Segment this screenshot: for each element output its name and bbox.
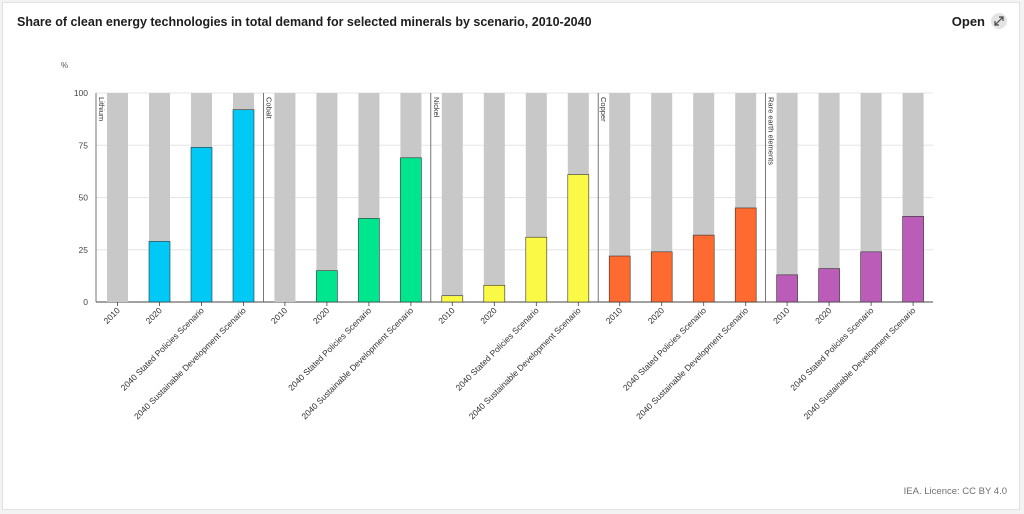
x-tick-label: 2040 Stated Policies Scenario (453, 305, 540, 392)
bar-remainder[interactable] (274, 93, 296, 302)
x-tick-label: 2020 (813, 305, 834, 326)
bar-remainder[interactable] (735, 93, 757, 208)
bar-copper[interactable] (692, 234, 715, 303)
bar-remainder[interactable] (483, 93, 505, 286)
bar-cobalt[interactable] (316, 270, 338, 303)
bar-remainder[interactable] (651, 93, 673, 252)
bar-copper[interactable] (650, 251, 673, 303)
bar-cobalt[interactable] (400, 157, 422, 303)
bar-remainder[interactable] (316, 93, 338, 271)
bar-remainder[interactable] (441, 93, 463, 296)
x-tick-label: 2020 (311, 305, 332, 326)
bar-copper[interactable] (734, 207, 757, 303)
group-label: Nickel (432, 97, 441, 118)
x-tick-label: 2020 (478, 305, 499, 326)
bar-copper[interactable] (608, 255, 631, 303)
expand-arrows-icon (991, 13, 1007, 29)
group-label: Lithium (97, 97, 106, 121)
group-label: Rare earth elements (767, 97, 776, 165)
x-tick-label: 2040 Stated Policies Scenario (788, 305, 875, 392)
bar-remainder[interactable] (818, 93, 840, 269)
bar-rare-earth-elements[interactable] (776, 274, 798, 303)
y-unit-label: % (61, 61, 68, 70)
bar-remainder[interactable] (400, 93, 422, 158)
bar-remainder[interactable] (693, 93, 715, 236)
bar-remainder[interactable] (860, 93, 882, 252)
x-tick-label: 2010 (269, 305, 290, 326)
bar-nickel[interactable] (567, 174, 590, 303)
y-tick-label: 100 (74, 88, 88, 98)
bar-rare-earth-elements[interactable] (860, 251, 882, 303)
y-tick-label: 50 (79, 193, 89, 203)
bar-remainder[interactable] (233, 93, 254, 110)
bar-remainder[interactable] (107, 93, 128, 302)
bar-rare-earth-elements[interactable] (818, 268, 840, 303)
bar-nickel[interactable] (483, 284, 506, 303)
licence-link[interactable]: IEA. Licence: CC BY 4.0 (903, 486, 1007, 497)
x-tick-label: 2040 Stated Policies Scenario (119, 305, 206, 392)
group-label: Copper (599, 97, 608, 122)
bar-nickel[interactable] (525, 236, 548, 303)
bar-lithium[interactable] (232, 109, 255, 303)
open-button[interactable]: Open (952, 13, 1007, 29)
y-tick-label: 25 (79, 245, 89, 255)
x-tick-label: 2040 Stated Policies Scenario (621, 305, 708, 392)
bar-remainder[interactable] (567, 93, 589, 175)
bar-remainder[interactable] (191, 93, 212, 148)
chart-title: Share of clean energy technologies in to… (17, 15, 592, 29)
bar-cobalt[interactable] (358, 218, 380, 303)
bar-remainder[interactable] (149, 93, 170, 242)
x-tick-label: 2020 (143, 305, 164, 326)
bar-remainder[interactable] (358, 93, 380, 219)
bar-lithium[interactable] (190, 147, 213, 303)
open-button-label: Open (951, 13, 985, 29)
y-tick-label: 75 (79, 140, 89, 150)
bar-nickel[interactable] (441, 295, 464, 303)
x-tick-label: 2010 (101, 305, 122, 326)
bar-rare-earth-elements[interactable] (902, 216, 924, 303)
x-tick-label: 2010 (604, 305, 625, 326)
group-label: Cobalt (264, 97, 273, 120)
bar-remainder[interactable] (902, 93, 924, 217)
bar-remainder[interactable] (776, 93, 798, 275)
bar-remainder[interactable] (525, 93, 547, 238)
x-tick-label: 2010 (436, 305, 457, 326)
bar-lithium[interactable] (148, 241, 171, 303)
x-tick-label: 2010 (771, 305, 792, 326)
x-tick-label: 2040 Stated Policies Scenario (286, 305, 373, 392)
bar-remainder[interactable] (609, 93, 631, 257)
x-tick-label: 2020 (646, 305, 667, 326)
y-tick-label: 0 (83, 297, 88, 307)
